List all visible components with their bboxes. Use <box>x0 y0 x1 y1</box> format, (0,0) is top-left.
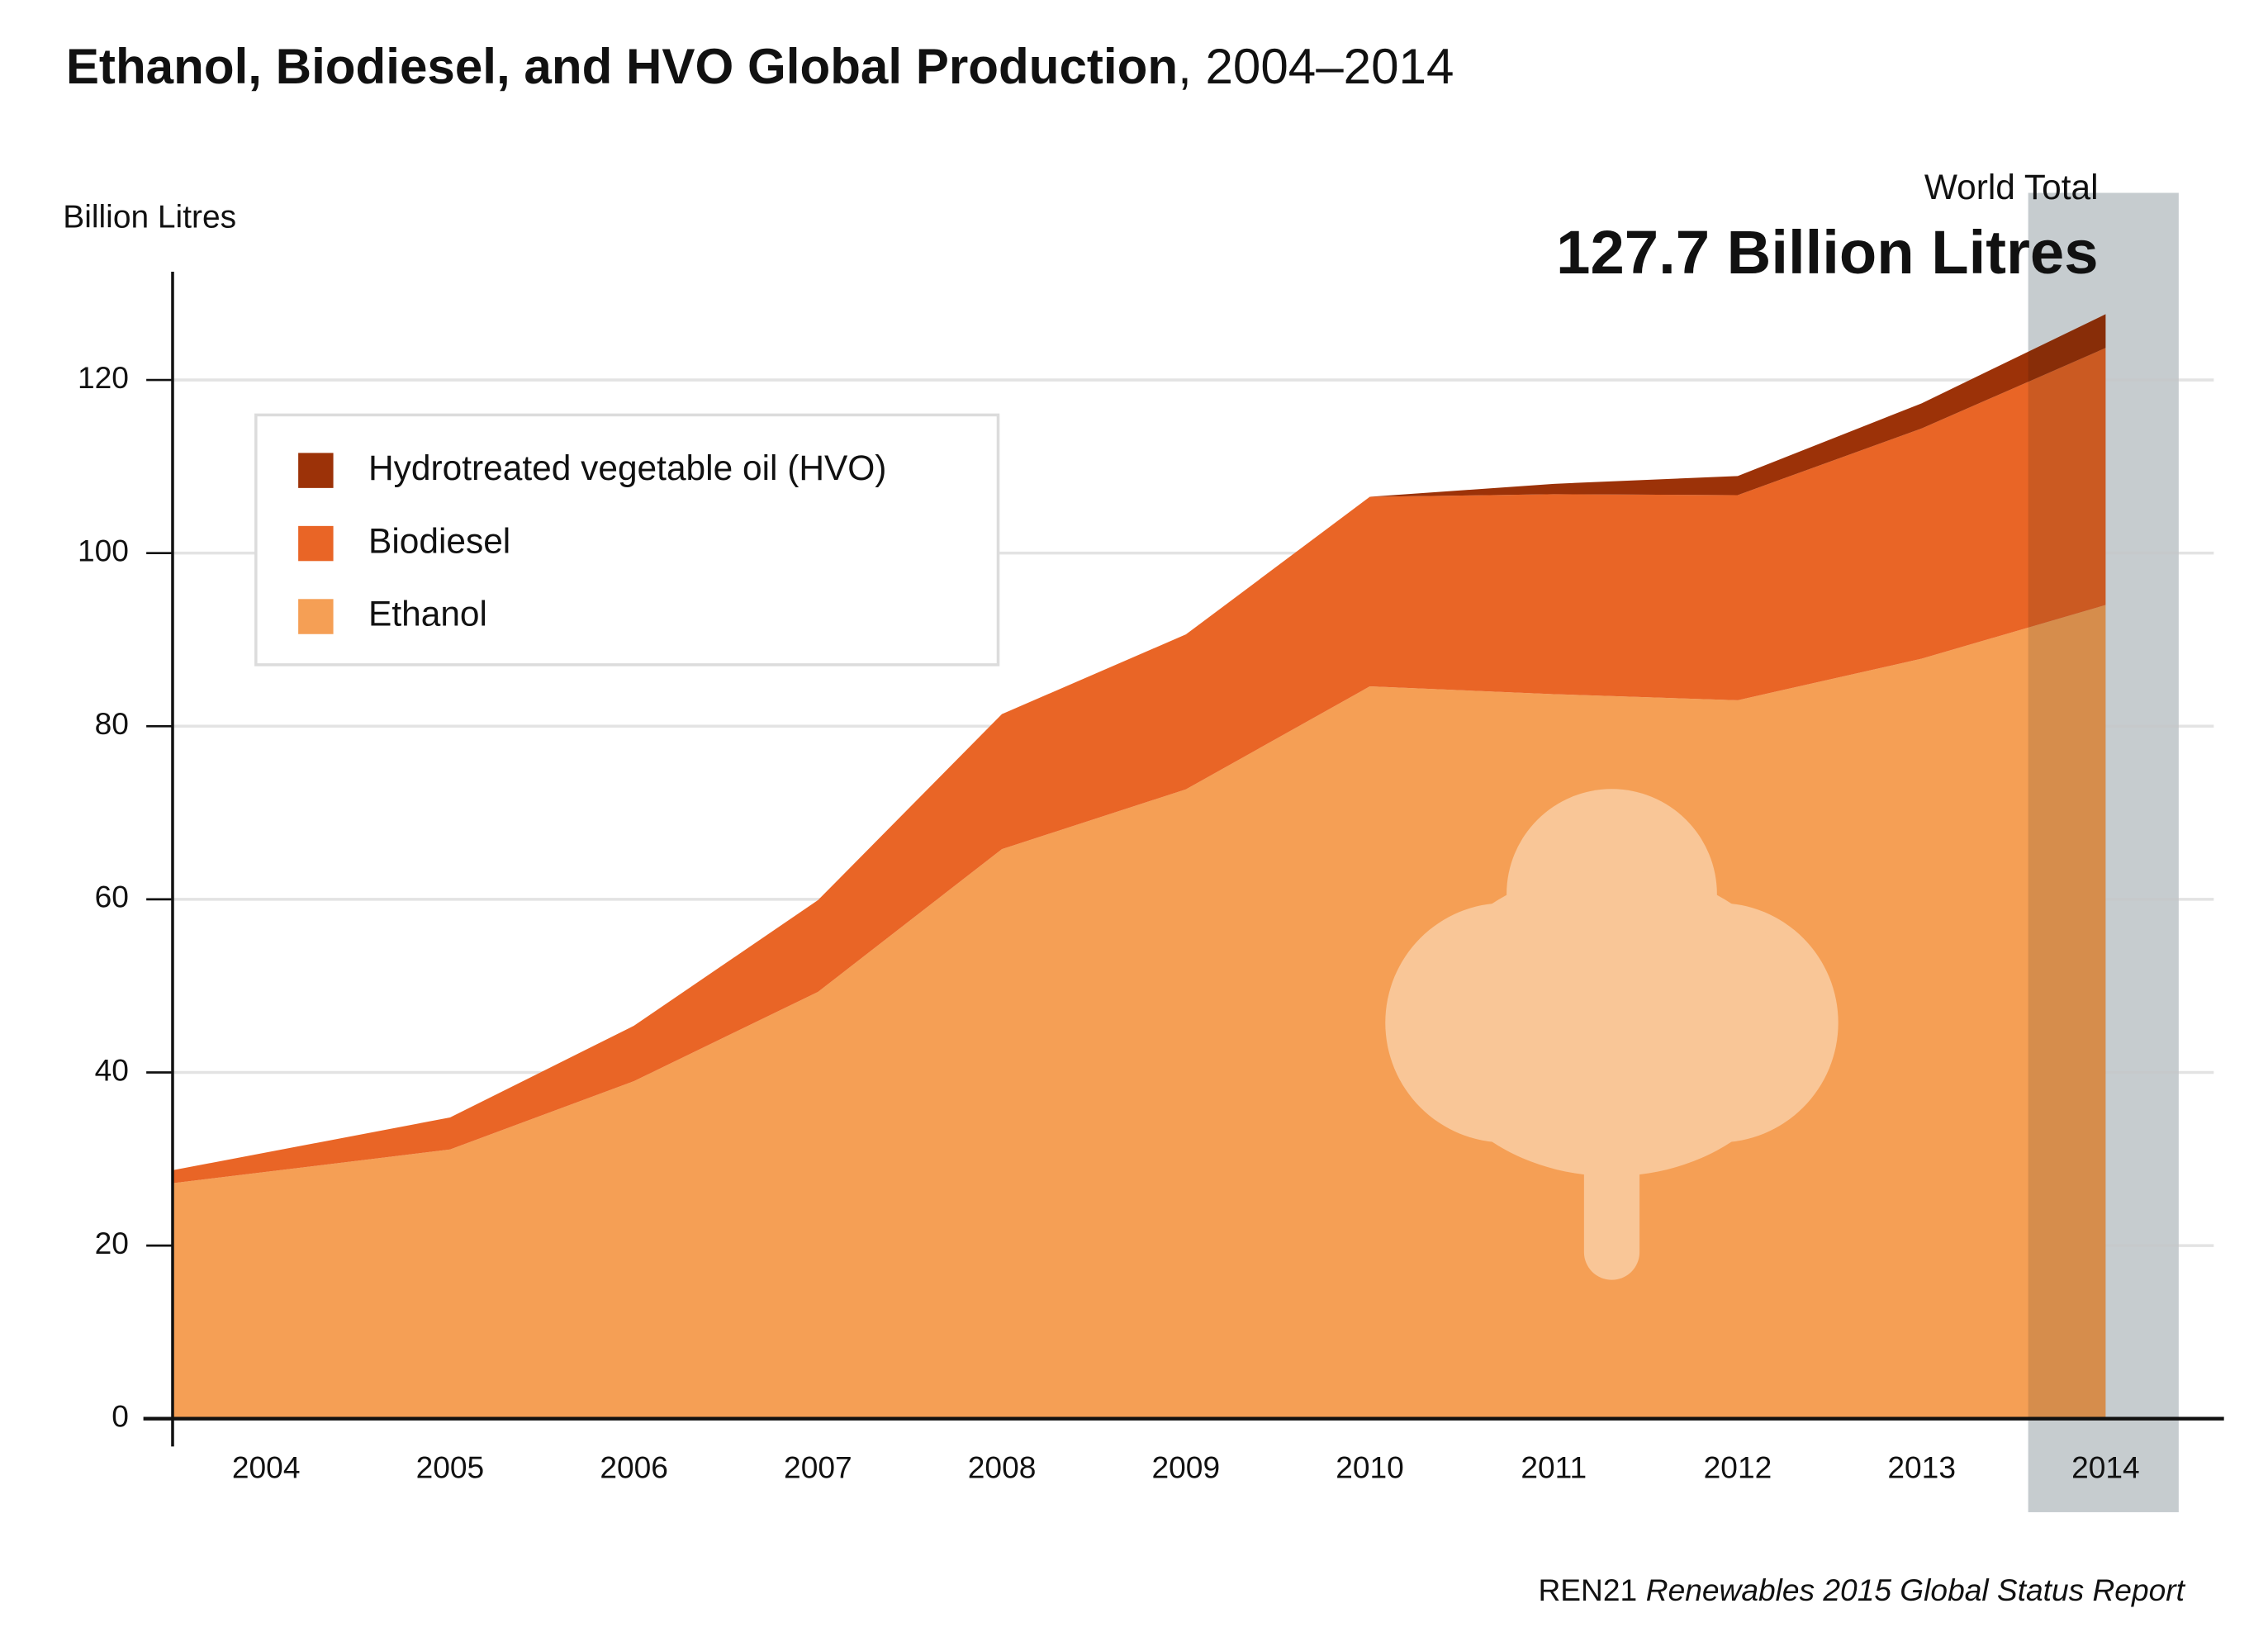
legend-label: Biodiesel <box>368 521 510 560</box>
annotation-label: World Total <box>1924 168 2099 206</box>
annotation-value: 127.7 Billion Litres <box>1556 218 2098 287</box>
y-tick-label: 0 <box>112 1399 129 1434</box>
leaf-icon <box>1385 789 1839 1280</box>
y-tick-label: 40 <box>95 1052 129 1087</box>
legend-label: Hydrotreated vegetable oil (HVO) <box>368 448 886 487</box>
x-tick-label: 2004 <box>232 1449 301 1484</box>
x-tick-label: 2005 <box>416 1449 485 1484</box>
highlight-overlay <box>2028 192 2179 1512</box>
x-tick-label: 2007 <box>784 1449 852 1484</box>
x-tick-label: 2008 <box>968 1449 1037 1484</box>
x-tick-label: 2013 <box>1887 1449 1956 1484</box>
legend-swatch <box>298 453 334 488</box>
y-tick-label: 20 <box>95 1226 129 1260</box>
y-tick-label: 100 <box>78 533 129 567</box>
legend-swatch <box>298 525 334 562</box>
source: REN21 Renewables 2015 Global Status Repor… <box>1538 1573 2185 1607</box>
source-org: REN21 <box>1538 1573 1637 1607</box>
title-main: Ethanol, Biodiesel, and HVO Global Produ… <box>66 39 1178 94</box>
chart-title: Ethanol, Biodiesel, and HVO Global Produ… <box>66 39 1454 94</box>
x-tick-label: 2014 <box>2071 1449 2140 1484</box>
source-title: Renewables 2015 Global Status Report <box>1646 1573 2186 1607</box>
x-tick-label: 2009 <box>1152 1449 1221 1484</box>
y-tick-label: 120 <box>78 360 129 395</box>
legend-label: Ethanol <box>368 595 487 633</box>
x-tick-label: 2006 <box>600 1449 668 1484</box>
x-tick-label: 2010 <box>1336 1449 1404 1484</box>
title-period: , 2004–2014 <box>1178 39 1454 94</box>
y-tick-label: 60 <box>95 880 129 914</box>
y-axis-label: Billion Litres <box>63 200 236 235</box>
y-tick-label: 80 <box>95 706 129 741</box>
area <box>172 348 2106 1184</box>
legend-swatch <box>298 599 334 634</box>
x-tick-label: 2011 <box>1521 1449 1587 1484</box>
x-tick-label: 2012 <box>1704 1449 1772 1484</box>
legend <box>254 413 1000 667</box>
